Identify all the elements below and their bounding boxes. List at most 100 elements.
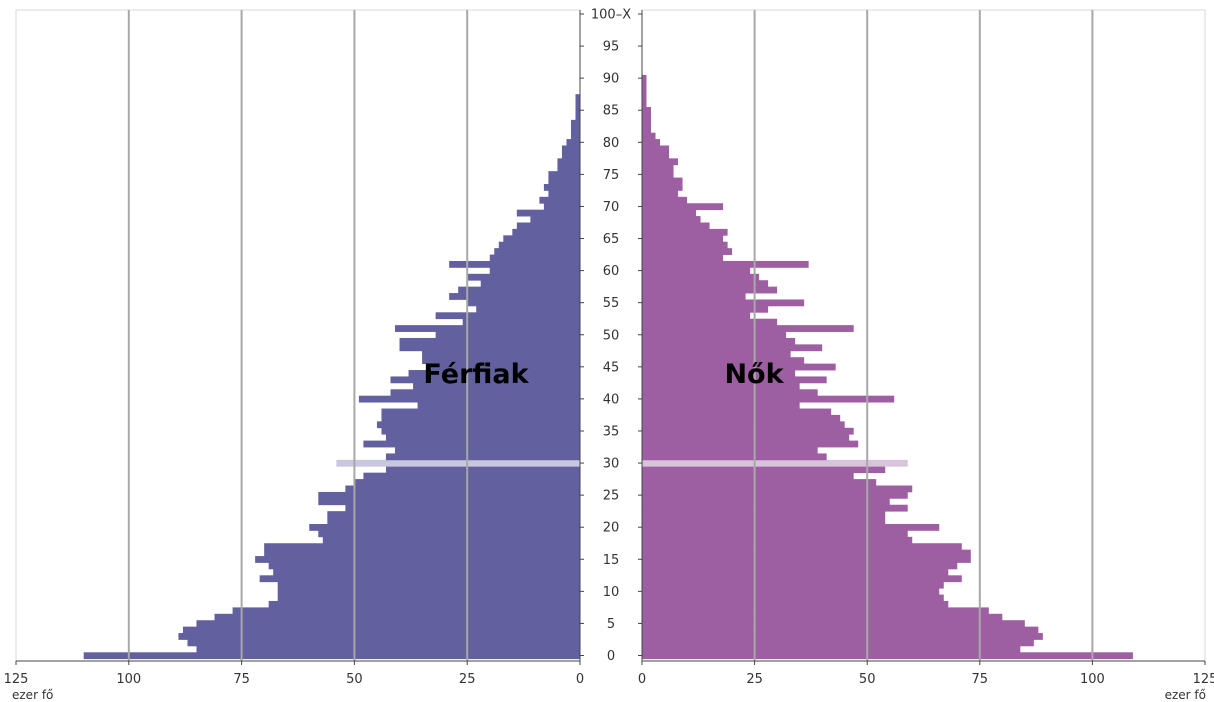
ferfiak-bar-age-6 — [214, 613, 580, 621]
ferfiak-bar-age-76 — [557, 164, 580, 172]
nok-bar-age-36 — [642, 421, 845, 429]
nok-bar-age-48 — [642, 344, 823, 352]
nok-bar-age-69 — [642, 209, 697, 217]
ferfiak-bar-age-33 — [363, 440, 580, 448]
ferfiak-bar-age-87 — [575, 94, 580, 102]
nok-bar-age-76 — [642, 164, 674, 172]
x-tick-label-right: 50 — [859, 672, 876, 687]
nok-bar-age-64 — [642, 241, 728, 249]
series-label-nok: Nők — [724, 359, 784, 390]
ferfiak-bar-age-84 — [575, 113, 580, 121]
x-tick-label-left: 100 — [116, 672, 141, 687]
ferfiak-bar-age-40 — [358, 395, 580, 403]
ferfiak-bar-age-45 — [431, 363, 580, 371]
nok-bar-age-16 — [642, 549, 971, 557]
ferfiak-bar-age-43 — [390, 376, 580, 384]
ferfiak-bar-age-69 — [516, 209, 580, 217]
nok-bar-age-90 — [642, 74, 647, 82]
nok-bar-age-45 — [642, 363, 836, 371]
nok-bar-age-17 — [642, 543, 962, 551]
ferfiak-bar-age-26 — [345, 485, 580, 493]
x-tick-label-left: 0 — [576, 672, 584, 687]
age-tick-label: 5 — [607, 617, 615, 632]
ferfiak-bar-age-34 — [385, 434, 580, 441]
nok-bar-age-20 — [642, 523, 940, 531]
nok-bar-age-14 — [642, 562, 958, 570]
nok-bar-age-65 — [642, 235, 724, 243]
ferfiak-bar-age-21 — [327, 517, 580, 525]
nok-bar-age-74 — [642, 177, 683, 185]
nok-bar-age-58 — [642, 280, 769, 288]
x-tick-label-right: 0 — [638, 672, 646, 687]
nok-bar-age-18 — [642, 536, 913, 544]
right-panel-plot-area — [641, 9, 1206, 662]
ferfiak-bar-age-37 — [381, 414, 580, 422]
nok-bar-age-0 — [642, 652, 1133, 660]
ferfiak-bar-age-0 — [83, 652, 581, 660]
ferfiak-bar-age-61 — [449, 260, 580, 268]
nok-bar-age-72 — [642, 190, 679, 198]
nok-bar-age-12 — [642, 575, 962, 583]
ferfiak-bar-age-71 — [539, 196, 580, 204]
nok-bar-age-59 — [642, 273, 760, 281]
axes: 125 100 75 50 25 0 0 25 50 75 100 125 0 5 10 15 20 25 30 35… — [4, 8, 1214, 688]
ferfiak-bar-age-60 — [489, 267, 580, 275]
ferfiak-bar-age-77 — [557, 158, 580, 166]
x-tick-label-left: 50 — [346, 672, 363, 687]
nok-bar-age-46 — [642, 357, 805, 365]
nok-bar-age-50 — [642, 331, 787, 339]
ferfiak-bar-age-55 — [467, 299, 580, 307]
ferfiak-bar-age-15 — [255, 556, 580, 563]
ferfiak-bar-age-17 — [264, 543, 580, 551]
nok-bar-age-30 — [642, 459, 908, 467]
ferfiak-bar-age-59 — [467, 273, 580, 281]
ferfiak-bar-age-42 — [413, 382, 580, 390]
nok-bar-age-21 — [642, 517, 886, 525]
ferfiak-bar-age-29 — [385, 466, 580, 474]
nok-bar-age-83 — [642, 119, 652, 127]
ferfiak-bar-age-10 — [277, 588, 580, 595]
nok-bar-age-37 — [642, 414, 841, 422]
nok-bar-age-1 — [642, 645, 1021, 653]
age-tick-label: 40 — [603, 392, 620, 407]
ferfiak-bar-age-25 — [318, 491, 580, 499]
ferfiak-bar-age-22 — [327, 511, 580, 518]
left-panel-plot-area — [15, 9, 581, 662]
nok-bar-age-86 — [642, 100, 647, 108]
age-tick-label: 45 — [603, 360, 620, 375]
age-tick-label: 75 — [603, 168, 620, 183]
nok-bar-age-19 — [642, 530, 908, 538]
ferfiak-bar-age-23 — [345, 504, 580, 512]
nok-bar-age-78 — [642, 151, 670, 159]
ferfiak-bar-age-41 — [390, 389, 580, 397]
ferfiak-bar-age-2 — [187, 639, 580, 647]
ferfiak-bar-age-70 — [543, 203, 580, 211]
nok-bar-age-32 — [642, 447, 818, 454]
nok-bar-age-42 — [642, 382, 800, 390]
nok-bar-age-85 — [642, 107, 652, 114]
ferfiak-bar-age-31 — [385, 453, 580, 461]
age-tick-label: 85 — [603, 104, 620, 119]
nok-bar-age-31 — [642, 453, 827, 461]
nok-bar-age-47 — [642, 350, 791, 358]
nok-bar-age-34 — [642, 434, 850, 441]
ferfiak-bar-age-4 — [182, 626, 580, 634]
nok-bar-age-87 — [642, 94, 647, 102]
ferfiak-bar-age-19 — [318, 530, 580, 538]
age-tick-label: 55 — [603, 296, 620, 311]
ferfiak-bar-age-52 — [462, 318, 580, 326]
nok-bar-age-62 — [642, 254, 724, 262]
ferfiak-bar-age-82 — [570, 126, 580, 134]
ferfiak-bar-age-49 — [399, 337, 580, 345]
nok-bar-age-75 — [642, 171, 674, 178]
nok-bar-age-77 — [642, 158, 679, 166]
nok-bar-age-73 — [642, 184, 683, 191]
nok-bar-age-26 — [642, 485, 913, 493]
ferfiak-bar-age-63 — [494, 248, 580, 255]
nok-bar-age-24 — [642, 498, 890, 506]
ferfiak-bar-age-51 — [395, 325, 580, 332]
ferfiak-bar-age-24 — [318, 498, 580, 506]
nok-bar-age-57 — [642, 286, 778, 294]
ferfiak-bar-age-46 — [422, 357, 580, 365]
